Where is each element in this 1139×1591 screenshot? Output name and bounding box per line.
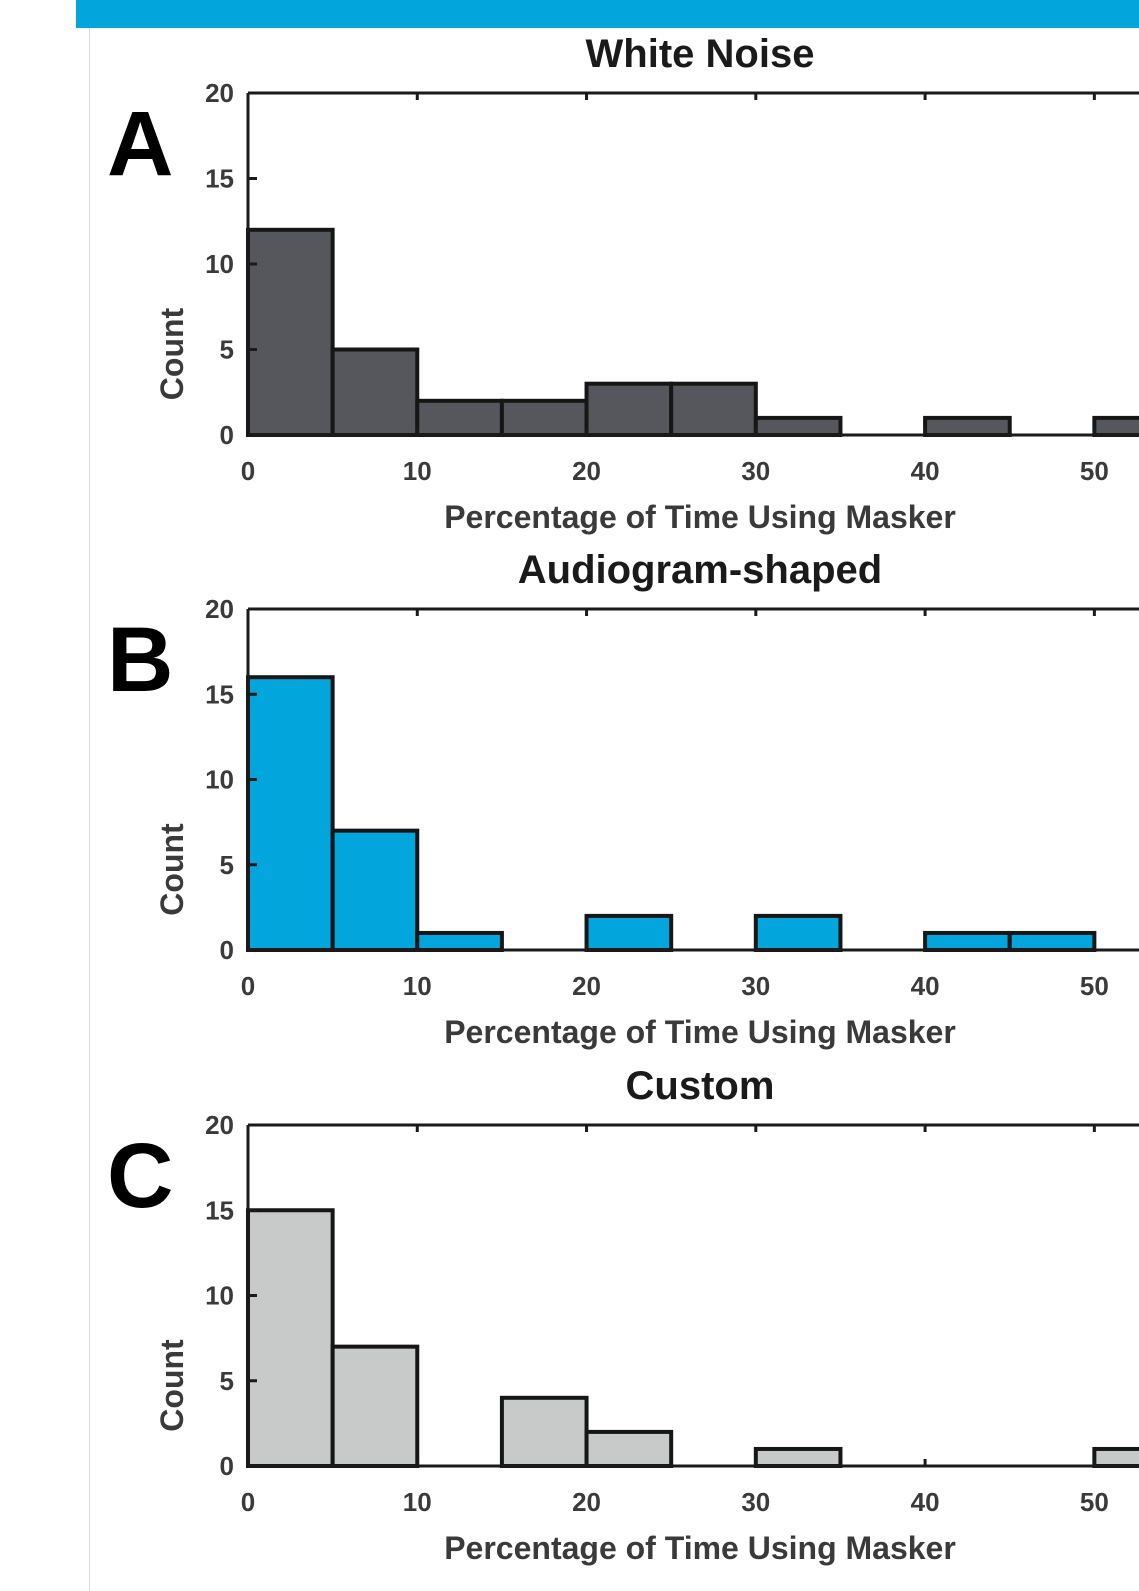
histogram-bar [499,1395,589,1469]
x-tick-label: 10 [403,971,432,1001]
y-tick-label: 0 [220,935,234,965]
y-tick-label: 20 [205,1110,234,1140]
y-tick-label: 20 [205,594,234,624]
x-tick-label: 0 [241,456,255,486]
histogram-bar [246,675,335,952]
x-tick-label: 0 [241,971,255,1001]
header-color-bar [76,0,1139,28]
x-tick-label: 20 [572,456,601,486]
y-tick-label: 5 [220,335,234,365]
x-tick-label: 40 [911,971,940,1001]
histogram-bar [584,1429,674,1469]
histogram-bar [584,381,674,438]
chart-panel-b: 0 10 20 30 40 50 0 5 10 15 20 Audiogram-shaped Perce… [107,548,1139,1050]
x-tick-label: 30 [741,456,770,486]
y-axis-label: Count [154,1339,190,1432]
y-tick-label: 10 [205,249,234,279]
y-axis-label: Count [154,307,190,400]
histogram-bar [330,347,420,437]
x-tick-label: 50 [1080,1487,1109,1517]
x-tick-label: 40 [911,456,940,486]
chart-title: Custom [626,1064,775,1108]
panel-letter: C [107,1125,173,1227]
y-tick-label: 10 [205,1281,234,1311]
histogram-bar [753,415,843,437]
y-tick-label: 0 [220,420,234,450]
histogram-bar [923,415,1012,437]
histogram-bar [584,913,674,953]
histogram-bar [923,930,1012,953]
chart-title: White Noise [586,32,815,76]
y-axis-label: Count [154,823,190,916]
x-axis-label: Percentage of Time Using Masker [444,1530,956,1566]
x-tick-label: 50 [1080,971,1109,1001]
x-tick-label: 0 [241,1487,255,1517]
y-tick-label: 20 [205,78,234,108]
left-border-line [89,28,90,1591]
x-tick-label: 40 [911,1487,940,1517]
y-tick-label: 15 [205,164,234,194]
histogram-bar [415,398,504,437]
histogram-bar [753,913,843,953]
chart-panel-c: 0 10 20 30 40 50 0 5 10 15 20 Custom Percentage of T… [107,1064,1139,1566]
chart-title: Audiogram-shaped [518,548,882,592]
x-axis-label: Percentage of Time Using Masker [444,499,956,535]
panel-letter: A [107,93,173,195]
histogram-bar [415,930,504,953]
x-tick-label: 30 [741,1487,770,1517]
x-tick-label: 10 [403,456,432,486]
x-tick-label: 50 [1080,456,1109,486]
y-tick-label: 10 [205,765,234,795]
histogram-bar [753,1446,843,1468]
y-tick-label: 5 [220,850,234,880]
y-tick-label: 0 [220,1451,234,1481]
x-tick-label: 20 [572,971,601,1001]
histogram-bar [330,828,420,953]
y-tick-label: 15 [205,679,234,709]
x-tick-label: 30 [741,971,770,1001]
histogram-bar [330,1344,420,1469]
x-tick-label: 10 [403,1487,432,1517]
histogram-bar [246,227,335,437]
histogram-bar [669,381,758,438]
x-tick-label: 20 [572,1487,601,1517]
panel-letter: B [107,609,173,711]
y-tick-label: 15 [205,1195,234,1225]
histogram-bar [499,398,589,437]
x-axis-label: Percentage of Time Using Masker [444,1014,956,1050]
histogram-bar [1007,930,1097,953]
chart-panel-a: 0 10 20 30 40 50 0 5 10 15 20 White Noise Percentage… [107,32,1139,535]
y-tick-label: 5 [220,1366,234,1396]
histogram-bar [1092,415,1139,437]
histogram-bar [1092,1446,1139,1468]
histogram-bar [246,1208,335,1468]
